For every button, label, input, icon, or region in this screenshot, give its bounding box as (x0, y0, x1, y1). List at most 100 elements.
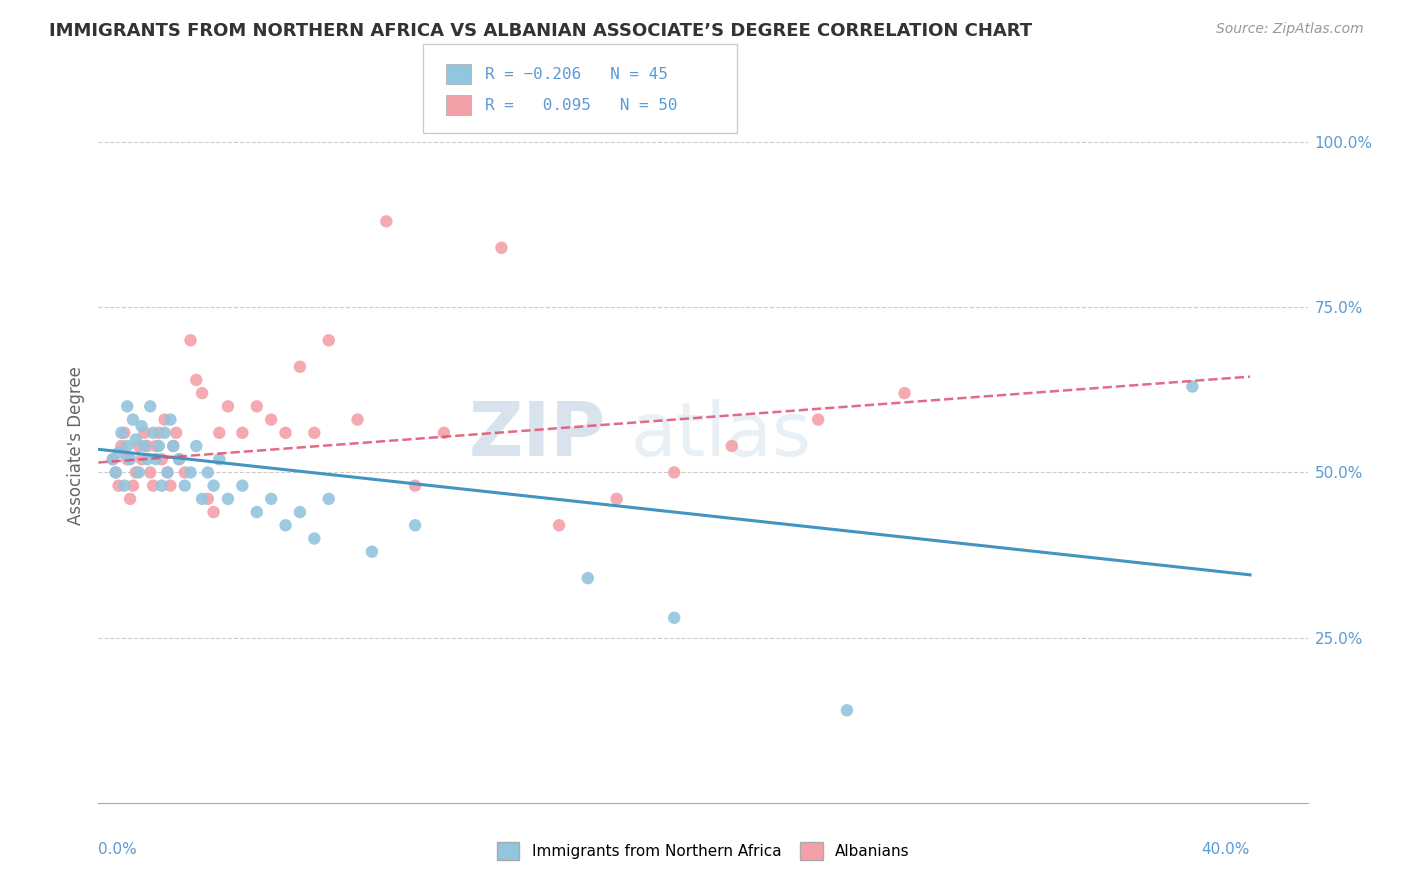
Text: atlas: atlas (630, 399, 811, 472)
Point (404, 478, 426, 492)
Text: ZIP: ZIP (470, 399, 606, 472)
Point (145, 439, 167, 453)
Point (122, 478, 145, 492)
Point (191, 491, 214, 506)
Point (180, 466, 202, 480)
Point (217, 400, 239, 414)
Point (136, 452, 159, 467)
Point (304, 532, 326, 546)
Point (122, 412, 145, 426)
Point (145, 452, 167, 467)
Point (134, 439, 156, 453)
Point (318, 333, 340, 347)
Point (720, 439, 742, 453)
Point (231, 425, 253, 440)
Point (150, 452, 173, 467)
Text: R = −0.206   N = 45: R = −0.206 N = 45 (485, 67, 668, 81)
Point (125, 466, 148, 480)
Point (173, 466, 195, 480)
Point (548, 518, 571, 533)
Point (664, 611, 686, 625)
Point (112, 425, 135, 440)
Point (110, 439, 132, 453)
Point (208, 425, 231, 440)
Point (112, 478, 135, 492)
Point (101, 452, 124, 467)
Point (173, 478, 195, 492)
Point (167, 452, 190, 467)
Point (664, 466, 686, 480)
Point (131, 452, 153, 467)
Point (128, 439, 150, 453)
Point (288, 359, 311, 374)
Point (104, 466, 127, 480)
Point (202, 505, 225, 519)
Point (101, 452, 124, 467)
Point (217, 491, 239, 506)
Point (404, 518, 426, 533)
Point (491, 241, 513, 255)
Point (134, 425, 156, 440)
Text: 0.0%: 0.0% (98, 842, 138, 857)
Point (433, 425, 456, 440)
Point (202, 478, 225, 492)
Point (197, 491, 219, 506)
Point (153, 412, 176, 426)
Point (159, 478, 181, 492)
Point (274, 518, 297, 533)
Text: R =   0.095   N = 50: R = 0.095 N = 50 (485, 98, 678, 112)
Point (288, 505, 311, 519)
Point (142, 425, 165, 440)
Point (807, 412, 830, 426)
Text: Source: ZipAtlas.com: Source: ZipAtlas.com (1216, 22, 1364, 37)
Point (576, 571, 599, 585)
Point (197, 466, 219, 480)
Point (120, 491, 142, 506)
Point (186, 439, 208, 453)
Point (208, 452, 231, 467)
Point (156, 466, 179, 480)
Point (131, 419, 153, 434)
Point (156, 466, 179, 480)
Point (246, 505, 269, 519)
Point (162, 439, 184, 453)
Point (606, 491, 628, 506)
Point (110, 425, 132, 440)
Point (148, 425, 170, 440)
Point (1181, 379, 1204, 393)
Point (162, 439, 184, 453)
Point (107, 445, 129, 459)
Point (165, 425, 187, 440)
Point (186, 373, 208, 387)
Point (153, 425, 176, 440)
Point (274, 425, 297, 440)
Point (139, 400, 162, 414)
Point (128, 466, 150, 480)
Point (150, 478, 173, 492)
Point (104, 466, 127, 480)
Point (167, 452, 190, 467)
Point (260, 491, 283, 506)
Point (304, 425, 326, 440)
Point (246, 400, 269, 414)
Point (120, 452, 142, 467)
Point (180, 333, 202, 347)
Point (115, 452, 138, 467)
Text: IMMIGRANTS FROM NORTHERN AFRICA VS ALBANIAN ASSOCIATE’S DEGREE CORRELATION CHART: IMMIGRANTS FROM NORTHERN AFRICA VS ALBAN… (49, 22, 1032, 40)
Point (115, 439, 138, 453)
Point (835, 703, 858, 717)
Point (361, 545, 384, 559)
Point (375, 214, 398, 228)
Point (346, 412, 368, 426)
Point (159, 412, 181, 426)
Point (893, 386, 915, 401)
Text: 40.0%: 40.0% (1202, 842, 1250, 857)
Point (318, 491, 340, 506)
Point (136, 439, 159, 453)
Point (142, 478, 165, 492)
Point (107, 478, 129, 492)
Point (191, 386, 214, 401)
Point (115, 400, 138, 414)
Point (231, 478, 253, 492)
Y-axis label: Associate's Degree: Associate's Degree (66, 367, 84, 525)
